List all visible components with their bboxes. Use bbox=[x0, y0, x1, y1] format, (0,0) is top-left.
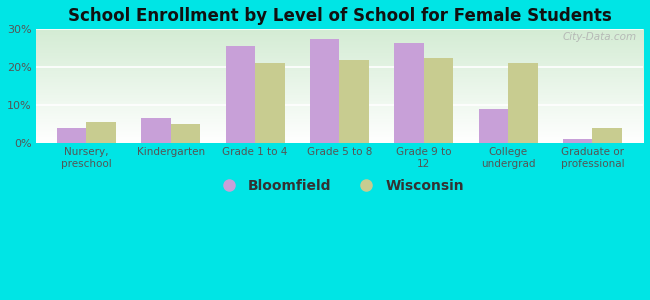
Bar bbox=[563, 139, 592, 143]
Bar bbox=[478, 109, 508, 143]
Bar bbox=[226, 46, 255, 143]
Title: School Enrollment by Level of School for Female Students: School Enrollment by Level of School for… bbox=[68, 7, 612, 25]
Bar bbox=[171, 124, 200, 143]
Bar bbox=[592, 128, 622, 143]
Legend: Bloomfield, Wisconsin: Bloomfield, Wisconsin bbox=[209, 173, 470, 199]
Bar bbox=[395, 43, 424, 143]
Text: City-Data.com: City-Data.com bbox=[563, 32, 637, 42]
Bar bbox=[508, 63, 538, 143]
Bar bbox=[310, 39, 339, 143]
Bar bbox=[86, 122, 116, 143]
Bar bbox=[255, 63, 285, 143]
Bar bbox=[339, 60, 369, 143]
Bar bbox=[141, 118, 171, 143]
Bar bbox=[424, 58, 453, 143]
Bar bbox=[57, 128, 86, 143]
